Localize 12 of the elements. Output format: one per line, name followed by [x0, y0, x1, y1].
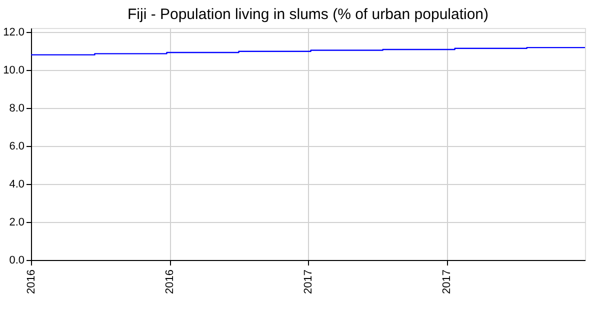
y-tick-label: 8.0 — [9, 102, 24, 114]
chart-title: Fiji - Population living in slums (% of urban population) — [127, 6, 489, 23]
x-tick-label: 2016 — [26, 270, 38, 294]
y-tick-label: 10.0 — [3, 64, 24, 76]
y-tick-label: 4.0 — [9, 178, 24, 190]
x-tick-label: 2017 — [302, 270, 314, 294]
y-tick-label: 6.0 — [9, 140, 24, 152]
y-tick-label: 2.0 — [9, 216, 24, 228]
y-tick-label: 0.0 — [9, 254, 24, 266]
x-tick-label: 2016 — [164, 270, 176, 294]
x-tick-label: 2017 — [441, 270, 453, 294]
y-tick-label: 12.0 — [3, 26, 24, 38]
